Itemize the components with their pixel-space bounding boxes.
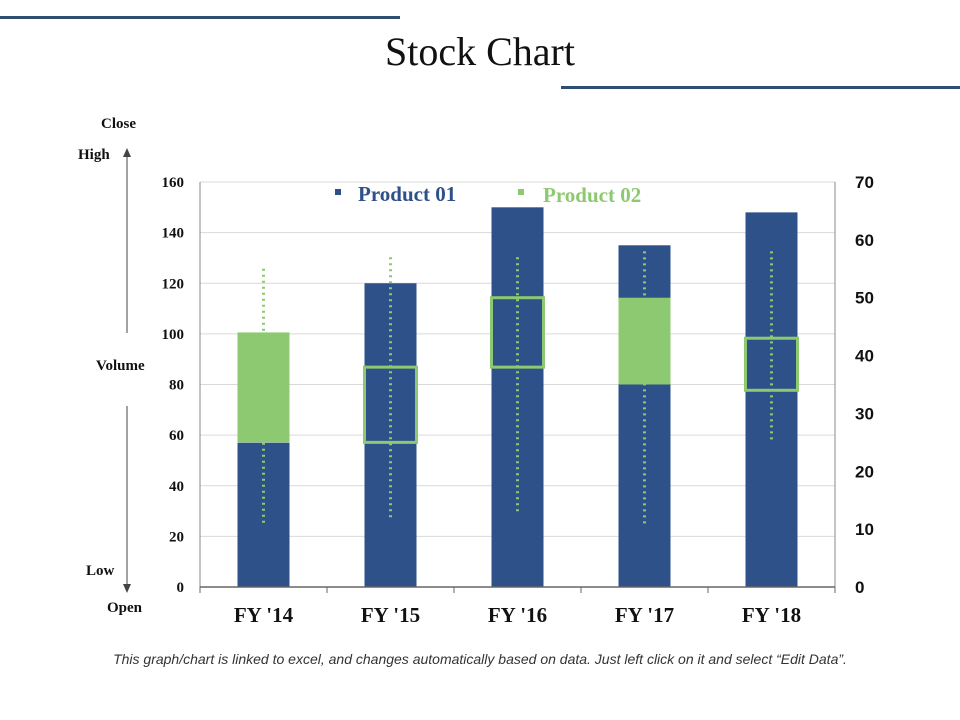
y-left-tick-label: 60 <box>169 428 184 444</box>
y-right-tick-label: 40 <box>855 347 874 366</box>
legend-marker <box>335 189 341 195</box>
y-left-tick-label: 100 <box>162 327 185 343</box>
volume-bar <box>364 283 417 587</box>
legend: Product 01 Product 02 <box>335 182 641 207</box>
y-left-tick-label: 120 <box>162 276 185 292</box>
legend-marker <box>518 189 524 195</box>
down-arrow-head <box>123 584 131 593</box>
axes <box>199 182 836 593</box>
low-label: Low <box>86 563 115 579</box>
y-left-tick-label: 40 <box>169 479 184 495</box>
x-tick-label: FY '15 <box>361 603 420 627</box>
legend-label: Product 01 <box>358 182 456 206</box>
volume-bar <box>618 245 671 587</box>
tick-labels: 0 20 40 60 80 100 120 140 160 0 10 20 30 40 50 60 70 FY '… <box>162 173 874 627</box>
y-left-tick-label: 20 <box>169 529 184 545</box>
chart-caption: This graph/chart is linked to excel, and… <box>113 651 847 667</box>
y-left-tick-label: 140 <box>162 226 185 242</box>
candle-body <box>490 296 545 369</box>
y-right-tick-label: 30 <box>855 404 874 423</box>
open-label: Open <box>107 600 143 616</box>
x-tick-label: FY '17 <box>615 603 674 627</box>
y-right-tick-label: 60 <box>855 231 874 250</box>
volume-bar <box>745 212 798 587</box>
x-tick-label: FY '16 <box>488 603 547 627</box>
volume-label: Volume <box>96 358 145 374</box>
candle-body <box>363 365 418 444</box>
candle-body <box>744 336 799 392</box>
candle-body <box>237 332 290 443</box>
y-right-tick-label: 0 <box>855 578 864 597</box>
close-label: Close <box>101 116 136 132</box>
y-left-tick-label: 160 <box>162 175 185 191</box>
candlesticks <box>237 251 799 524</box>
x-tick-label: FY '14 <box>234 603 294 627</box>
top-right-decor-line <box>561 86 960 89</box>
y-right-tick-label: 20 <box>855 462 874 481</box>
up-arrow-head <box>123 148 131 157</box>
y-left-tick-label: 80 <box>169 378 184 394</box>
y-right-tick-label: 70 <box>855 173 874 192</box>
legend-label: Product 02 <box>543 183 641 207</box>
side-arrows <box>123 148 131 593</box>
high-label: High <box>78 147 110 163</box>
y-right-tick-label: 50 <box>855 289 874 308</box>
top-left-decor-line <box>0 16 400 19</box>
y-right-tick-label: 10 <box>855 520 874 539</box>
y-left-tick-label: 0 <box>177 580 185 596</box>
candle-body <box>618 297 671 385</box>
page-title: Stock Chart <box>385 29 575 74</box>
x-tick-label: FY '18 <box>742 603 801 627</box>
